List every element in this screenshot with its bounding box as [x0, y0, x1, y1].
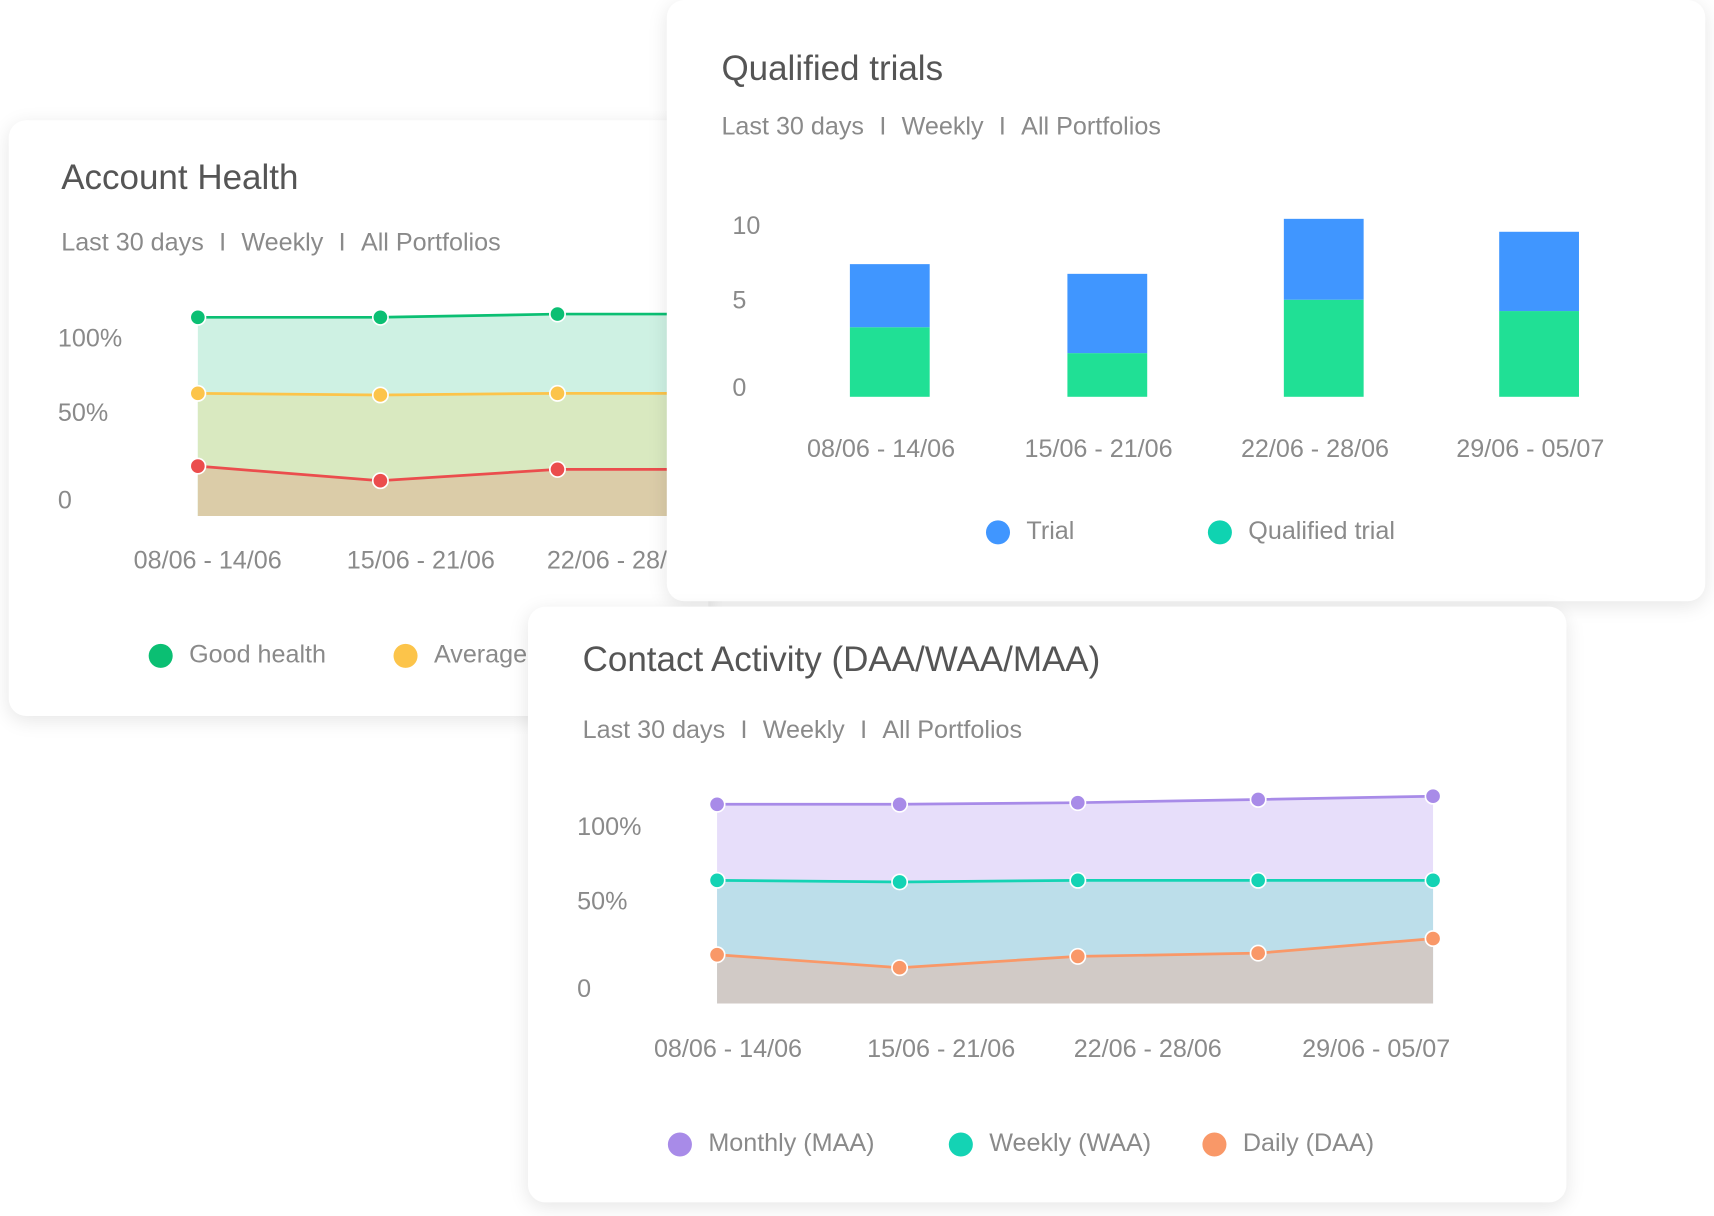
series-line	[197, 312, 709, 319]
data-point	[1249, 944, 1267, 962]
legend-label: Monthly (MAA)	[708, 1129, 874, 1157]
x-tick-label: 08/06 - 14/06	[654, 1035, 802, 1063]
y-tick-label: 0	[58, 486, 72, 514]
y-tick-label: 100%	[577, 813, 641, 841]
y-tick-label: 100%	[58, 325, 122, 353]
data-point	[549, 384, 566, 402]
account-health-chart: 08/06 - 14/06 15/06 - 21/06 22/06 - 28/060…	[58, 305, 709, 669]
filter-scope[interactable]: All Portfolios	[882, 714, 1023, 744]
data-point	[1424, 930, 1442, 948]
x-tick-label: 22/06 - 28/06	[1074, 1035, 1222, 1063]
area-fill	[197, 466, 709, 516]
legend-marker	[148, 643, 173, 668]
data-point	[891, 873, 909, 891]
x-tick-label: 08/06 - 14/06	[807, 435, 955, 463]
filter-period[interactable]: Last 30 days	[61, 227, 204, 256]
separator: I	[860, 714, 868, 744]
data-point	[189, 308, 207, 326]
legend-marker	[948, 1132, 973, 1157]
account-health-card: Account Health Last 30 days I Weekly I All P…	[8, 120, 709, 716]
bar-segment	[1499, 231, 1579, 312]
legend-marker	[667, 1132, 692, 1157]
y-tick-label: 50%	[58, 399, 108, 427]
series-line	[197, 464, 709, 483]
data-point	[189, 457, 207, 475]
qualified-trials-card: Qualified trials Last 30 days I Weekly I All…	[666, 0, 1706, 602]
legend-label: Qualified trial	[1248, 517, 1395, 545]
card-filters: Last 30 days I Weekly I All Portfolios	[61, 227, 500, 257]
bar-segment	[849, 264, 930, 328]
data-point	[549, 460, 566, 478]
legend-label: Good health	[189, 641, 326, 669]
legend-label: Trial	[1026, 517, 1074, 545]
filter-granularity[interactable]: Weekly	[762, 714, 845, 744]
x-tick-label: 08/06 - 14/06	[134, 546, 282, 574]
x-tick-label: 22/06 - 28/06	[1241, 435, 1389, 463]
qualified-trials-chart: 08/06 - 14/06 15/06 - 21/06 22/06 - 28/06 2…	[732, 212, 1604, 545]
data-point	[1424, 787, 1442, 805]
data-point	[549, 305, 566, 323]
card-title: Contact Activity (DAA/WAA/MAA)	[582, 639, 1101, 679]
bar-segment	[1283, 299, 1364, 397]
data-point	[891, 795, 909, 813]
legend-marker	[985, 520, 1011, 545]
separator: I	[740, 714, 748, 744]
card-title: Account Health	[61, 157, 299, 197]
data-point	[891, 959, 909, 977]
separator: I	[219, 227, 227, 256]
data-point	[708, 946, 726, 964]
legend-label: Daily (DAA)	[1243, 1129, 1374, 1157]
data-point	[1249, 871, 1267, 889]
legend-label: Average	[434, 641, 527, 669]
data-point	[1069, 871, 1087, 889]
data-point	[1424, 871, 1442, 889]
bar-segment	[1283, 218, 1364, 300]
data-point	[371, 308, 389, 326]
y-tick-label: 5	[732, 286, 746, 314]
data-point	[371, 386, 389, 404]
separator: I	[998, 111, 1006, 140]
data-point	[371, 472, 389, 490]
legend-marker	[393, 643, 418, 668]
card-filters: Last 30 days I Weekly I All Portfolios	[583, 715, 1022, 745]
separator: I	[338, 227, 346, 256]
filter-period[interactable]: Last 30 days	[721, 111, 865, 140]
y-tick-label: 0	[577, 975, 591, 1003]
series-line	[197, 391, 709, 397]
filter-scope[interactable]: All Portfolios	[1021, 111, 1161, 140]
bar-segment	[849, 327, 930, 397]
x-tick-label: 29/06 - 05/07	[1302, 1035, 1450, 1063]
card-filters: Last 30 days I Weekly I All Portfolios	[721, 111, 1160, 141]
x-tick-label: 15/06 - 21/06	[867, 1035, 1015, 1063]
x-tick-label: 29/06 - 05/07	[1456, 435, 1604, 463]
data-point	[189, 384, 207, 402]
filter-scope[interactable]: All Portfolios	[360, 227, 501, 256]
separator: I	[879, 111, 887, 140]
bar-segment	[1067, 353, 1148, 397]
data-point	[1069, 947, 1087, 965]
card-title: Qualified trials	[721, 48, 944, 88]
contact-activity-chart: 08/06 - 14/06 15/06 - 21/06 22/06 - 28/06 2…	[577, 787, 1450, 1157]
legend-marker	[1202, 1132, 1227, 1157]
data-point	[1249, 790, 1267, 808]
filter-period[interactable]: Last 30 days	[582, 714, 726, 744]
x-tick-label: 15/06 - 21/06	[1025, 435, 1173, 463]
bar-segment	[1067, 273, 1148, 354]
legend-marker	[1207, 520, 1232, 545]
bar-segment	[1499, 311, 1579, 397]
data-point	[708, 871, 726, 889]
data-point	[1069, 794, 1087, 812]
filter-granularity[interactable]: Weekly	[241, 227, 324, 256]
y-tick-label: 0	[732, 374, 746, 402]
y-tick-label: 50%	[577, 888, 627, 916]
y-tick-label: 10	[732, 212, 760, 240]
contact-activity-card: Contact Activity (DAA/WAA/MAA) Last 30 d…	[527, 606, 1567, 1203]
legend-label: Weekly (WAA)	[989, 1129, 1151, 1157]
filter-granularity[interactable]: Weekly	[901, 111, 984, 140]
data-point	[708, 795, 726, 813]
x-tick-label: 15/06 - 21/06	[347, 546, 495, 574]
